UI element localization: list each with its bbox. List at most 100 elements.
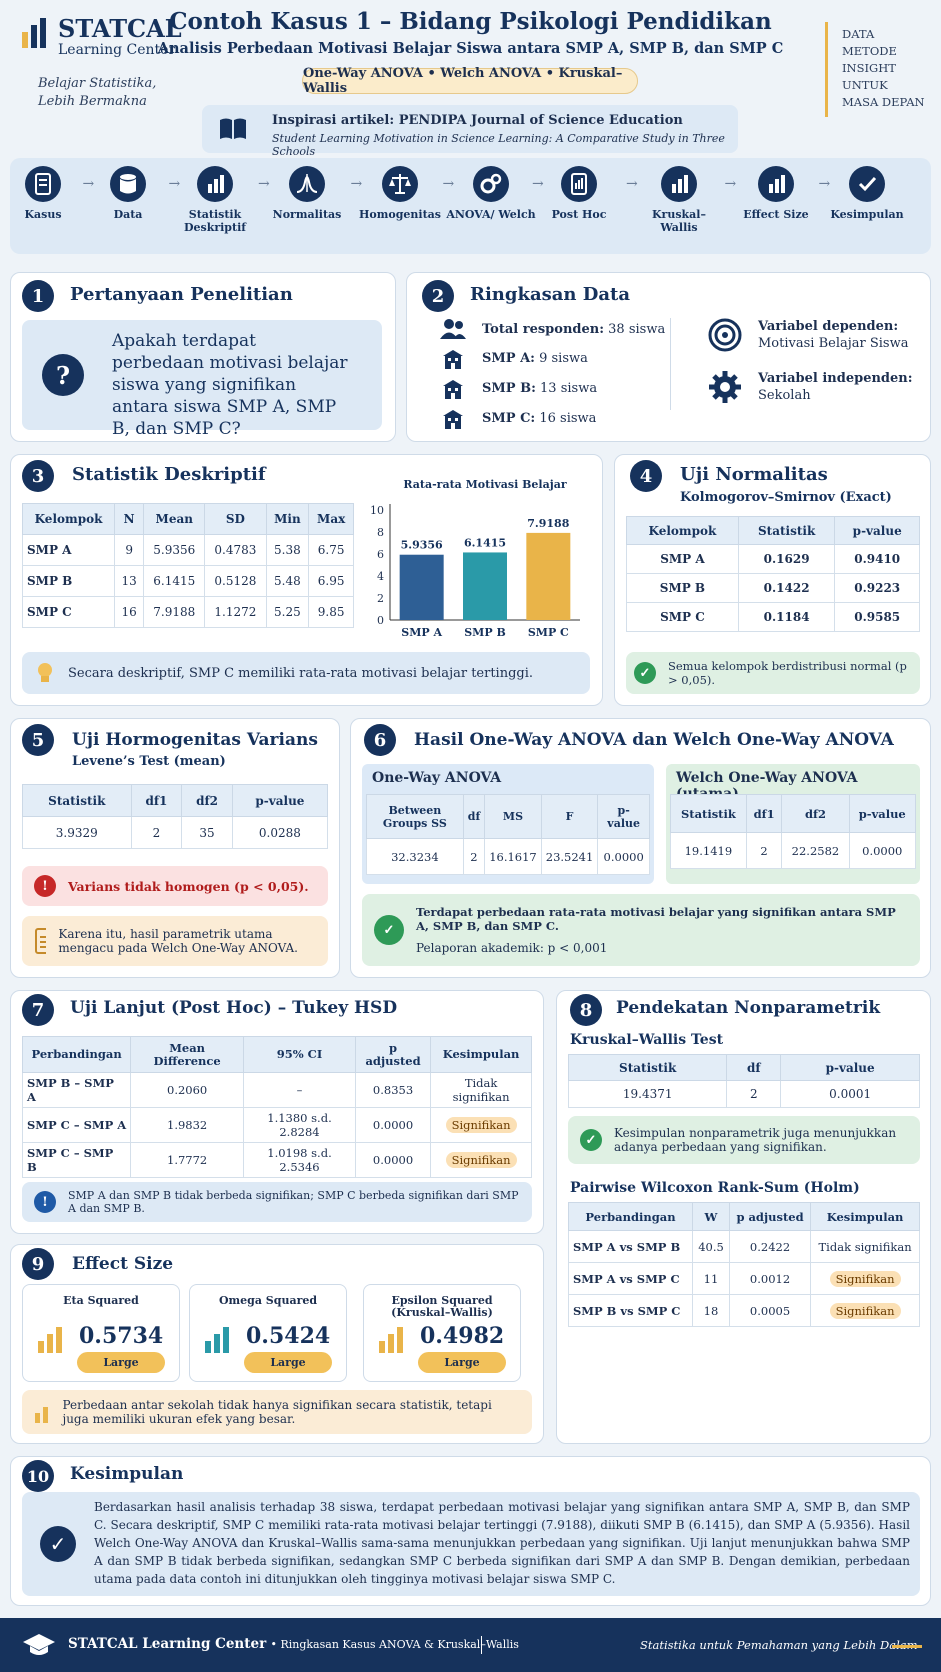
- table-cell: Signifikan: [430, 1142, 532, 1178]
- step-data[interactable]: Data: [83, 166, 173, 221]
- significance-badge: Signifikan: [445, 1117, 517, 1133]
- step-kasus[interactable]: Kasus: [0, 166, 88, 221]
- school-icon: [443, 410, 463, 429]
- effect-size-badge: Large: [77, 1352, 165, 1373]
- welch-panel: Welch One-Way ANOVA (utama) Statistikdf1…: [666, 764, 920, 884]
- arrow-icon: →: [82, 176, 95, 192]
- table-header-row: Perbandingan Mean Difference 95% CI p adjus…: [21, 1036, 532, 1073]
- independent-variable: Variabel independen: Sekolah: [758, 370, 913, 404]
- table-cell: 0.0000: [354, 1142, 432, 1178]
- arrow-icon: →: [442, 176, 455, 192]
- welch-table: Statistik df1 df2 p-value 19.1419 2 22.2582 0.0…: [670, 794, 917, 869]
- column-header: df2: [181, 784, 233, 817]
- section-title: Statistik Deskriptif: [72, 464, 266, 485]
- table-header-row: Statistik df1 df2 p-value: [670, 794, 917, 833]
- section-subtitle: Levene’s Test (mean): [72, 754, 226, 769]
- column-header: Kesimpulan: [430, 1036, 532, 1073]
- section-data-summary: [406, 272, 931, 442]
- bar-smp-b: [463, 552, 507, 620]
- target-icon: [708, 318, 742, 352]
- dep-label: Variabel dependen:: [758, 319, 899, 334]
- effect-size-badge: Large: [244, 1352, 332, 1373]
- footer-brand: STATCAL Learning Center • Ringkasan Kasu…: [68, 1636, 519, 1652]
- column-header: df1: [745, 794, 783, 833]
- table-cell: 18: [692, 1294, 730, 1327]
- step-kesimpulan[interactable]: Kesimpulan: [822, 166, 912, 221]
- table-cell: 0.0288: [231, 816, 329, 849]
- bar-chart-icon: [38, 1327, 62, 1353]
- table-cell: 1.7772: [130, 1142, 245, 1178]
- data-label: 7.9188: [527, 517, 569, 530]
- table-cell: 1.0198 s.d. 2.5346: [243, 1142, 356, 1178]
- check-icon: ✓: [40, 1526, 76, 1562]
- footer: STATCAL Learning Center • Ringkasan Kasu…: [0, 1618, 941, 1672]
- chart-title: Rata-rata Motivasi Belajar: [403, 478, 566, 491]
- brand-name: STATCAL: [58, 14, 182, 43]
- table-cell: 2: [462, 838, 486, 875]
- step-effect-size[interactable]: Effect Size: [731, 166, 821, 221]
- step-kruskal-wallis[interactable]: Kruskal–Wallis: [634, 166, 724, 234]
- mean-bar-chart: Rata-rata Motivasi Belajar 0 2 4 6 8 10 5.9356 S…: [370, 478, 580, 639]
- table-row: SMP B 0.1422 0.9223: [626, 573, 920, 603]
- table-cell: SMP A: [626, 544, 739, 574]
- effect-size-card: Eta Squared 0.5734 Large: [22, 1284, 180, 1382]
- page-subtitle: Analisis Perbedaan Motivasi Belajar Sisw…: [157, 40, 784, 57]
- table-cell: 23.5241: [540, 838, 599, 875]
- effect-size-value: 0.5734: [79, 1323, 164, 1349]
- effect-size-note: Perbedaan antar sekolah tidak hanya sign…: [22, 1390, 532, 1434]
- footer-accent: [892, 1645, 922, 1648]
- anova-conclusion: ✓ Terdapat perbedaan rata-rata motivasi …: [362, 894, 920, 966]
- arrow-icon: →: [818, 176, 831, 192]
- column-header: F: [540, 794, 599, 839]
- table-cell: 0.5128: [204, 565, 267, 597]
- step-homogenitas[interactable]: Homogenitas: [355, 166, 445, 221]
- dep-value: Motivasi Belajar Siswa: [758, 336, 909, 351]
- table-cell: 0.2422: [728, 1230, 812, 1263]
- database-icon: [110, 166, 146, 202]
- y-tick-label: 6: [377, 548, 384, 561]
- check-icon: ✓: [634, 662, 656, 684]
- step-normalitas[interactable]: Normalitas: [262, 166, 352, 221]
- section-number: 9: [22, 1248, 54, 1280]
- step-anova-welch[interactable]: ANOVA/ Welch: [446, 166, 536, 221]
- table-cell: SMP C: [626, 602, 739, 632]
- inspiration-box: Inspirasi artikel: PENDIPA Journal of Sc…: [202, 105, 738, 158]
- column-header: df: [726, 1054, 782, 1081]
- section-title: Pendekatan Nonparametrik: [616, 998, 881, 1018]
- table-cell: 19.1419: [670, 832, 747, 869]
- question-box: ? Apakah terdapat perbedaan motivasi bel…: [22, 320, 382, 439]
- levene-table: Statistik df1 df2 p-value 3.9329 2 35 0.0288: [22, 784, 329, 849]
- brand-tagline-2: Lebih Bermakna: [38, 94, 147, 109]
- table-cell: 9.85: [308, 596, 354, 628]
- column-header: SD: [204, 503, 267, 535]
- section-title: Effect Size: [72, 1254, 174, 1274]
- lightbulb-icon: [38, 663, 52, 682]
- side-motto-line: INSIGHT: [842, 61, 896, 75]
- step-post-hoc[interactable]: Post Hoc: [534, 166, 624, 221]
- table-row: SMP A vs SMP B 40.5 0.2422 Tidak signifikan: [567, 1230, 920, 1263]
- side-motto-line: MASA DEPAN: [842, 95, 925, 109]
- section-number: 1: [22, 280, 54, 312]
- column-header: p-value: [231, 784, 329, 817]
- table-cell: 35: [181, 816, 233, 849]
- table-cell: 11: [692, 1262, 730, 1295]
- y-tick-label: 0: [377, 614, 384, 627]
- school-label: SMP C:: [482, 411, 536, 426]
- wilcoxon-title: Pairwise Wilcoxon Rank-Sum (Holm): [570, 1180, 860, 1196]
- table-cell: SMP C – SMP A: [21, 1107, 132, 1143]
- descriptive-note: Secara deskriptif, SMP C memiliki rata-r…: [22, 652, 590, 694]
- table-cell: 22.2582: [781, 832, 850, 869]
- table-row: SMP B vs SMP C 18 0.0005 Signifikan: [567, 1294, 920, 1327]
- section-title: Pertanyaan Penelitian: [70, 284, 293, 305]
- school-label: SMP A:: [482, 351, 535, 366]
- step-statistik-deskriptif[interactable]: Statistik Deskriptif: [170, 166, 260, 234]
- school-count-a: SMP A: 9 siswa: [482, 350, 588, 367]
- table-cell: 0.9585: [834, 602, 920, 632]
- column-header: df2: [781, 794, 850, 833]
- column-header: Statistik: [22, 784, 132, 817]
- arrow-icon: →: [626, 176, 638, 192]
- table-row: 3.9329 2 35 0.0288: [22, 816, 329, 849]
- table-row: SMP A 9 5.9356 0.4783 5.38 6.75: [21, 534, 354, 566]
- table-cell: 5.25: [265, 596, 310, 628]
